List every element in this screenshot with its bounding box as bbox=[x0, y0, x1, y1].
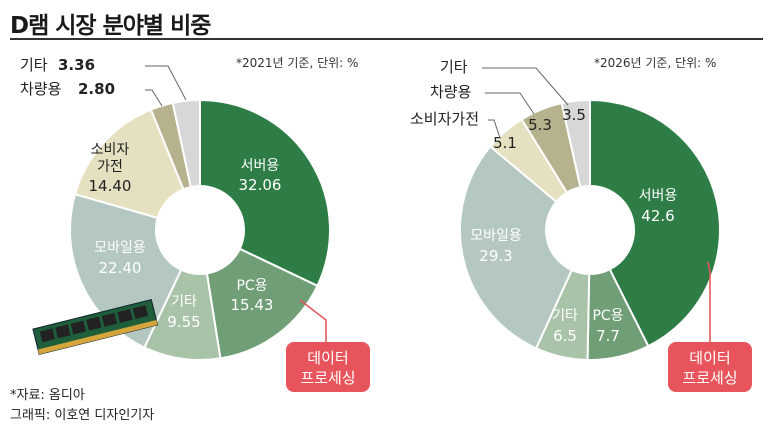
source-text: *자료: 옴디아 bbox=[10, 388, 85, 403]
slice-value-other_seg: 9.55 bbox=[167, 313, 200, 331]
outside-label-consumer: 소비자가전 bbox=[410, 110, 479, 128]
outside-value-etc: 3.36 bbox=[58, 56, 95, 74]
slice-label-pc: PC용 bbox=[236, 278, 267, 294]
leader-line-etc bbox=[145, 65, 187, 101]
slice-value-other_seg: 6.5 bbox=[553, 327, 577, 345]
outside-label-etc: 기타 bbox=[440, 58, 468, 76]
badge-label-line2: 프로세싱 bbox=[682, 369, 737, 387]
slice-value-server: 32.06 bbox=[239, 176, 282, 194]
badge-leader-2021 bbox=[299, 299, 327, 342]
slice-value-mobile: 22.40 bbox=[99, 259, 142, 277]
slice-value-server: 42.6 bbox=[641, 207, 674, 225]
slice-value-consumer: 5.1 bbox=[493, 134, 517, 152]
page-title: D램 시장 분야별 비중 bbox=[10, 13, 211, 39]
credit-text: 그래픽: 이호연 디자인기자 bbox=[10, 408, 155, 423]
slice-etc-2026 bbox=[560, 98, 591, 189]
slice-server-2021 bbox=[199, 98, 331, 288]
slice-value-consumer: 14.40 bbox=[89, 177, 132, 195]
data-processing-badge-2026 bbox=[668, 342, 752, 392]
slice-value-pc: 15.43 bbox=[231, 296, 274, 314]
leader-line-vehicle bbox=[485, 92, 535, 115]
badge-label-line1: 데이터 bbox=[689, 349, 730, 367]
outside-label-vehicle: 차량용 bbox=[20, 80, 61, 98]
slice-label-server: 서버용 bbox=[241, 158, 280, 174]
badge-leader-2026 bbox=[707, 261, 711, 342]
slice-value-vehicle: 5.3 bbox=[528, 116, 552, 134]
badge-label-line2: 프로세싱 bbox=[300, 369, 355, 387]
slice-label-server: 서버용 bbox=[639, 188, 678, 204]
slice-label-consumer: 소비자 가전 bbox=[91, 142, 130, 175]
slice-label-mobile: 모바일용 bbox=[470, 228, 522, 244]
slice-pc-2021 bbox=[205, 247, 319, 360]
title-divider bbox=[10, 38, 763, 40]
leader-line-vehicle bbox=[145, 89, 163, 107]
slice-mobile-2026 bbox=[459, 145, 574, 350]
outside-label-vehicle: 차량용 bbox=[430, 83, 471, 101]
slice-value-pc: 7.7 bbox=[596, 327, 620, 345]
slice-label-pc: PC용 bbox=[592, 308, 623, 324]
leader-line-consumer bbox=[488, 119, 501, 139]
slice-label-mobile: 모바일용 bbox=[94, 240, 146, 256]
badge-label-line1: 데이터 bbox=[307, 349, 348, 367]
slice-etc-2021 bbox=[171, 98, 201, 189]
slice-value-mobile: 29.3 bbox=[479, 247, 512, 265]
dram-module-image bbox=[32, 298, 159, 355]
donut-2026 bbox=[459, 98, 721, 361]
leader-line-etc bbox=[482, 67, 569, 106]
outside-value-vehicle: 2.80 bbox=[78, 80, 115, 98]
unit-note-2026: *2026년 기준, 단위: % bbox=[594, 56, 717, 70]
slice-value-etc: 3.5 bbox=[562, 106, 586, 124]
slice-label-other_seg: 기타 bbox=[171, 294, 197, 310]
data-processing-badge-2021 bbox=[286, 342, 370, 392]
slice-consumer-2021 bbox=[73, 108, 185, 220]
outside-label-etc: 기타 bbox=[20, 56, 48, 74]
slice-label-other_seg: 기타 bbox=[552, 308, 578, 324]
donut-2021 bbox=[69, 98, 331, 361]
slice-server-2026 bbox=[589, 98, 721, 348]
unit-note-2021: *2021년 기준, 단위: % bbox=[236, 56, 359, 70]
